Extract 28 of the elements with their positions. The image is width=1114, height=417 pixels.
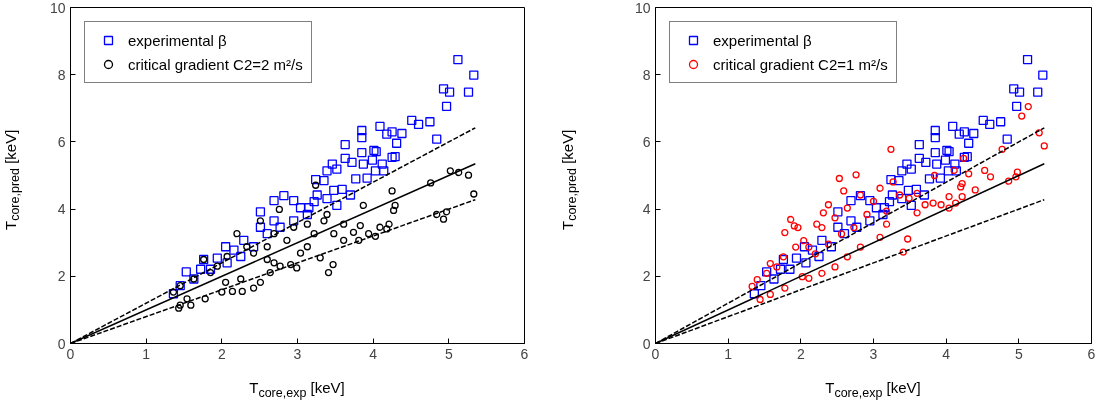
- y-tick-label: 6: [57, 133, 66, 150]
- x-tick-label: 3: [869, 345, 878, 362]
- y-tick-label: 8: [642, 66, 651, 83]
- x-tick-label: 1: [724, 345, 733, 362]
- x-tick-label: 2: [796, 345, 805, 362]
- y-tick-label: 10: [49, 0, 66, 16]
- legend-label: critical gradient C2=2 m²/s: [128, 55, 303, 73]
- x-tick-label: 6: [1087, 345, 1096, 362]
- legend-label: experimental β: [128, 31, 227, 49]
- x-axis-title: T$_{core,exp}$ [keV]: [248, 378, 346, 402]
- legend-label: critical gradient C2=1 m²/s: [713, 55, 888, 73]
- y-tick-label: 6: [642, 133, 651, 150]
- y-tick-label: 4: [642, 201, 651, 218]
- x-tick-label: 3: [293, 345, 302, 362]
- x-tick-label: 5: [444, 345, 453, 362]
- x-tick-label: 2: [217, 345, 226, 362]
- y-tick-label: 2: [57, 268, 66, 285]
- y-tick-label: 2: [642, 268, 651, 285]
- legend-label: experimental β: [713, 31, 812, 49]
- x-tick-label: 5: [1014, 345, 1023, 362]
- y-tick-label: 8: [57, 66, 66, 83]
- y-tick-label: 10: [634, 0, 651, 16]
- x-tick-label: 4: [369, 345, 378, 362]
- y-tick-label: 4: [57, 201, 66, 218]
- x-tick-label: 4: [942, 345, 951, 362]
- x-axis-title: T$_{core,exp}$ [keV]: [824, 378, 922, 402]
- x-tick-label: 1: [142, 345, 151, 362]
- x-tick-label: 6: [520, 345, 529, 362]
